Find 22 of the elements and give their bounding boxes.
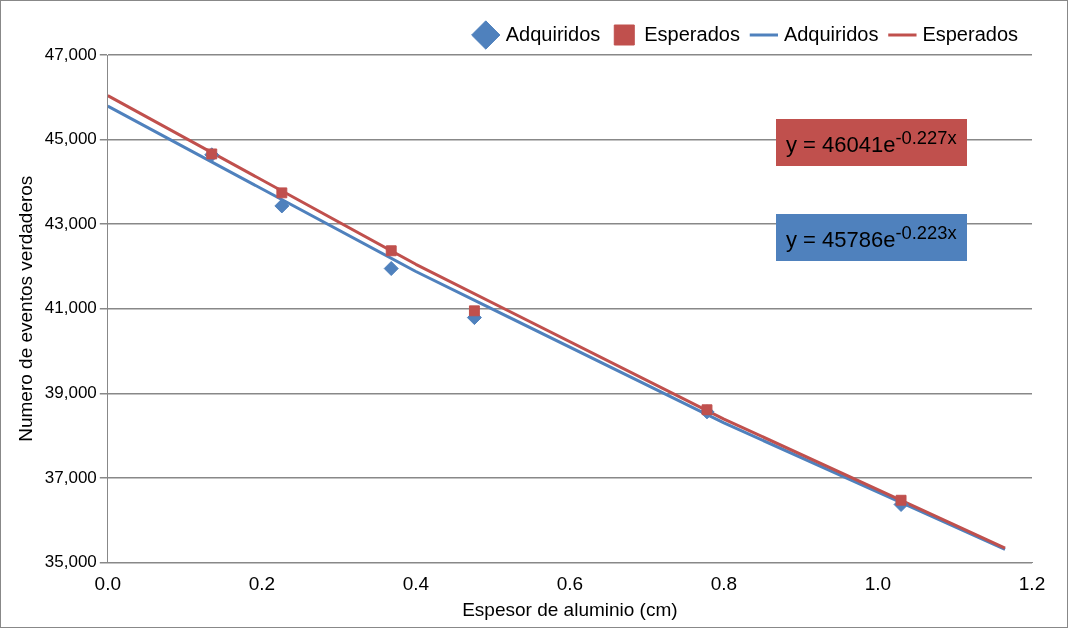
x-tick-label: 0.0 <box>94 573 122 595</box>
legend-label: Adquiridos <box>505 22 601 45</box>
y-axis-title: Numero de eventos verdaderos <box>14 175 36 442</box>
x-tick-label: 0.2 <box>248 573 276 595</box>
x-tick-label: 0.6 <box>556 573 584 595</box>
legend-label: Esperados <box>644 22 740 45</box>
x-tick-label: 1.2 <box>1018 573 1046 595</box>
y-tick-label: 39,000 <box>44 382 97 402</box>
x-tick-label: 1.0 <box>864 573 892 595</box>
y-tick-label: 35,000 <box>44 552 97 572</box>
annotation: y = 46041e$^{-0.227x}$ <box>776 119 967 167</box>
legend-label: Esperados <box>922 22 1019 45</box>
y-tick-label: 47,000 <box>44 44 97 64</box>
annotation: y = 45786e$^{-0.223x}$ <box>776 214 967 262</box>
y-tick-label: 43,000 <box>44 213 97 233</box>
x-axis-title: Espesor de aluminio (cm) <box>462 598 678 620</box>
x-tick-label: 0.8 <box>710 573 738 595</box>
x-tick-label: 0.4 <box>402 573 430 595</box>
y-tick-label: 41,000 <box>44 298 97 318</box>
y-tick-label: 45,000 <box>44 129 97 149</box>
legend-label: Adquiridos <box>783 22 879 45</box>
y-tick-label: 37,000 <box>44 467 97 487</box>
